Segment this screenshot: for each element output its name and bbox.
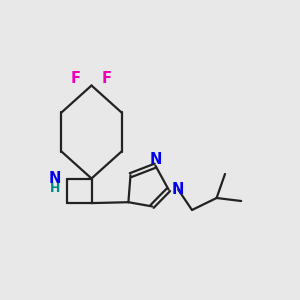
Text: N: N: [172, 182, 184, 197]
Text: N: N: [149, 152, 162, 166]
Text: F: F: [102, 71, 112, 86]
Text: N: N: [49, 171, 61, 186]
Text: F: F: [71, 71, 81, 86]
Text: H: H: [50, 182, 60, 195]
